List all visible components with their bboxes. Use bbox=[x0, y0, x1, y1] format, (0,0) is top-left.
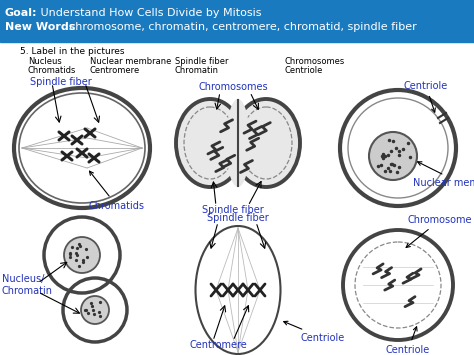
Text: Nucleus/
Chromatin: Nucleus/ Chromatin bbox=[2, 274, 53, 296]
Text: Nucleus: Nucleus bbox=[28, 57, 62, 66]
Text: Centriole: Centriole bbox=[285, 66, 323, 75]
Text: Understand How Cells Divide by Mitosis: Understand How Cells Divide by Mitosis bbox=[37, 8, 262, 18]
Ellipse shape bbox=[226, 99, 250, 187]
Text: Nuclear membrane: Nuclear membrane bbox=[90, 57, 172, 66]
Text: Spindle fiber: Spindle fiber bbox=[202, 205, 264, 215]
Text: Spindle fiber: Spindle fiber bbox=[207, 213, 269, 223]
Ellipse shape bbox=[176, 99, 244, 187]
Bar bbox=[0, 0, 474, 42]
Text: Chromosome: Chromosome bbox=[406, 215, 472, 247]
Circle shape bbox=[64, 237, 100, 273]
Circle shape bbox=[369, 132, 417, 180]
Text: Chromatin: Chromatin bbox=[175, 66, 219, 75]
Text: : chromosome, chromatin, centromere, chromatid, spindle fiber: : chromosome, chromatin, centromere, chr… bbox=[62, 22, 417, 32]
Text: Centriole: Centriole bbox=[386, 327, 430, 355]
Text: Spindle fiber: Spindle fiber bbox=[175, 57, 228, 66]
Circle shape bbox=[81, 296, 109, 324]
Text: New Words: New Words bbox=[5, 22, 75, 32]
Text: Chromosomes: Chromosomes bbox=[198, 82, 268, 92]
Ellipse shape bbox=[232, 99, 300, 187]
Text: Centriole: Centriole bbox=[404, 81, 448, 112]
Text: Chromatids: Chromatids bbox=[89, 171, 145, 211]
Text: 5. Label in the pictures: 5. Label in the pictures bbox=[20, 47, 125, 56]
Text: Goal:: Goal: bbox=[5, 8, 37, 18]
Text: Centromere: Centromere bbox=[189, 340, 247, 350]
Text: Nuclear membrane: Nuclear membrane bbox=[413, 162, 474, 188]
Text: Chromatids: Chromatids bbox=[28, 66, 76, 75]
Text: Centriole: Centriole bbox=[284, 321, 345, 343]
Text: Chromosomes: Chromosomes bbox=[285, 57, 345, 66]
Text: Spindle fiber: Spindle fiber bbox=[30, 77, 92, 87]
Text: Centromere: Centromere bbox=[90, 66, 140, 75]
